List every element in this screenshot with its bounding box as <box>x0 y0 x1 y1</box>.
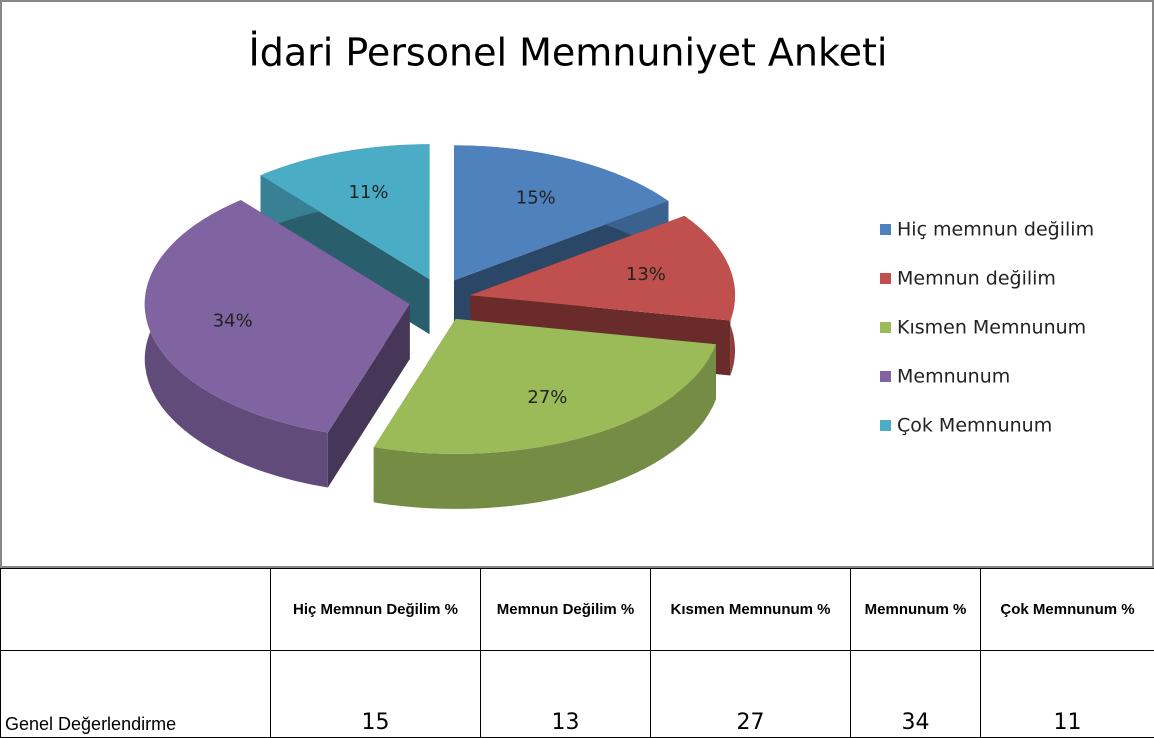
cell-value: 34 <box>850 650 981 738</box>
data-label: 11% <box>349 182 389 203</box>
cell-value: 11 <box>980 650 1154 738</box>
legend-label: Memnun değilim <box>897 268 1056 290</box>
slice <box>144 200 410 433</box>
column-header: Memnunum % <box>850 568 981 651</box>
slice <box>260 144 430 280</box>
header-row: Hiç Memnun Değilim % Memnun Değilim % Kısm… <box>0 568 1154 651</box>
slice <box>373 318 716 454</box>
slice-side <box>327 304 410 488</box>
legend-label: Memnunum <box>897 366 1010 388</box>
slice <box>470 215 736 321</box>
chart: İdari Personel Memnuniyet Anketi 15% 13% 2… <box>0 0 1154 568</box>
legend-swatch <box>880 420 891 431</box>
data-label: 15% <box>516 188 556 209</box>
data-label: 34% <box>213 310 253 331</box>
chart-title: İdari Personel Memnuniyet Anketi <box>249 31 888 75</box>
legend-swatch <box>880 371 891 382</box>
data-label: 27% <box>527 387 567 408</box>
data-label: 13% <box>626 264 666 285</box>
legend-swatch <box>880 322 891 333</box>
legend-label: Çok Memnunum <box>897 415 1052 437</box>
column-header: Hiç Memnun Değilim % <box>270 568 481 651</box>
corner-cell <box>0 568 271 651</box>
legend-label: Hiç memnun değilim <box>897 219 1094 241</box>
cell-value: 27 <box>650 650 851 738</box>
row-label: Genel Değerlendirme <box>0 650 271 738</box>
column-header: Memnun Değilim % <box>480 568 651 651</box>
data-table: Hiç Memnun Değilim % Memnun Değilim % Kısm… <box>0 568 1154 738</box>
data-row: Genel Değerlendirme 15 13 27 34 11 <box>0 650 1154 738</box>
legend-label: Kısmen Memnunum <box>897 317 1086 339</box>
slice <box>453 145 669 281</box>
cell-value: 15 <box>270 650 481 738</box>
column-header: Kısmen Memnunum % <box>650 568 851 651</box>
legend-swatch <box>880 224 891 235</box>
slice-side <box>373 344 716 509</box>
cell-value: 13 <box>480 650 651 738</box>
legend-swatch <box>880 273 891 284</box>
column-header: Çok Memnunum % <box>980 568 1154 651</box>
